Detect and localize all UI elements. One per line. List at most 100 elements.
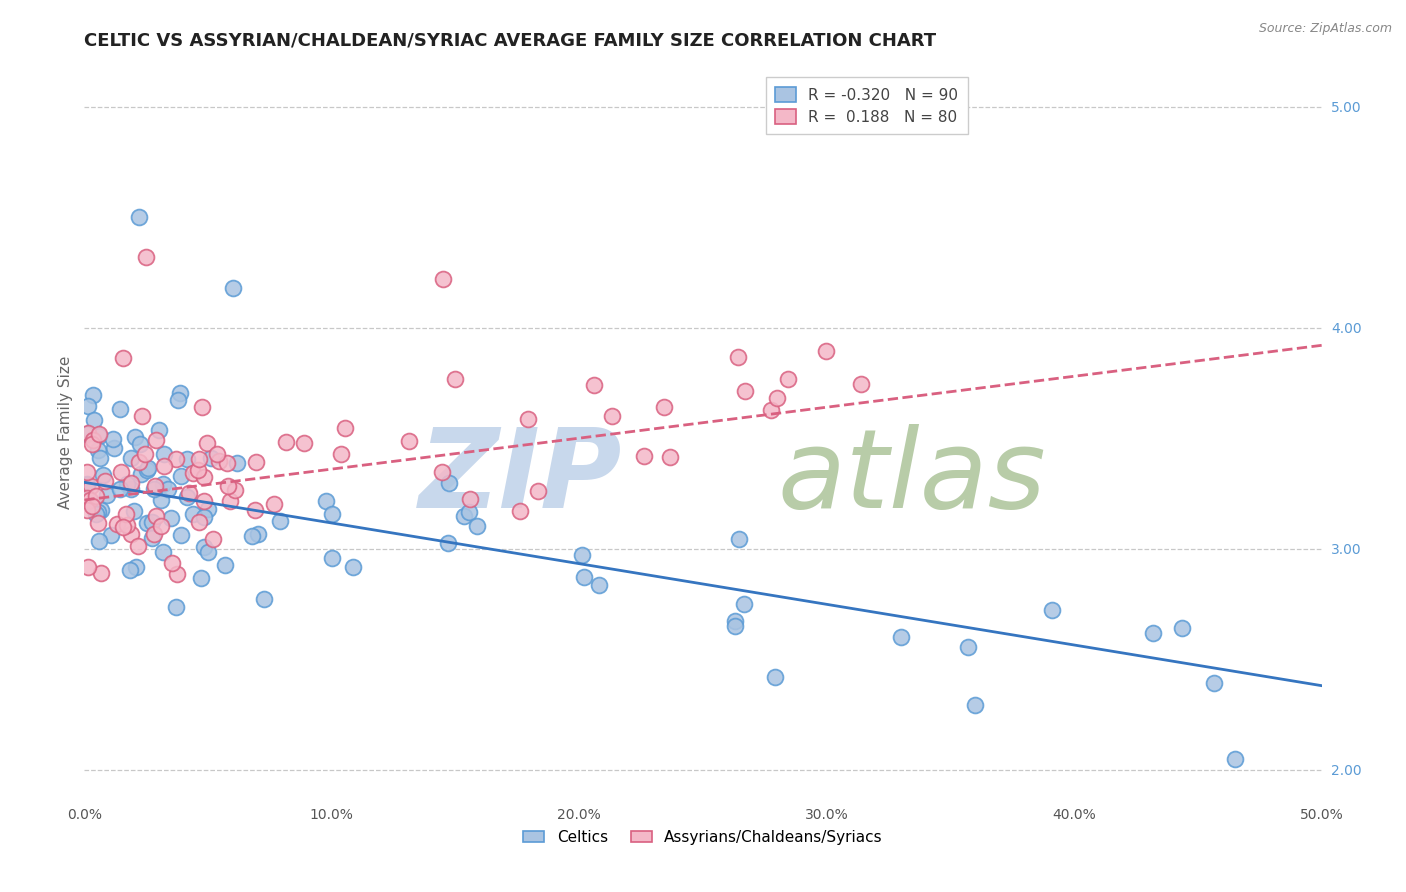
Point — [765, 671, 787, 685]
Point — [292, 435, 315, 450]
Point — [600, 409, 623, 424]
Point — [76, 465, 98, 479]
Point — [957, 640, 980, 654]
Point — [86, 507, 108, 521]
Text: Source: ZipAtlas.com: Source: ZipAtlas.com — [1258, 22, 1392, 36]
Point — [197, 502, 219, 516]
Point — [263, 497, 285, 511]
Point — [222, 281, 245, 295]
Point — [176, 452, 198, 467]
Point — [105, 516, 128, 531]
Point — [82, 388, 104, 402]
Point — [89, 450, 111, 465]
Point — [181, 507, 204, 521]
Text: atlas: atlas — [778, 424, 1046, 531]
Point — [1223, 751, 1246, 765]
Point — [167, 393, 190, 408]
Point — [120, 475, 142, 490]
Point — [80, 499, 103, 513]
Point — [149, 493, 172, 508]
Point — [124, 504, 146, 518]
Y-axis label: Average Family Size: Average Family Size — [58, 356, 73, 509]
Point — [135, 463, 157, 477]
Point — [82, 433, 104, 447]
Point — [108, 482, 131, 496]
Point — [118, 563, 141, 577]
Point — [141, 531, 163, 545]
Point — [207, 447, 229, 461]
Point — [217, 478, 239, 492]
Point — [94, 475, 117, 489]
Point — [453, 509, 475, 524]
Point — [177, 485, 200, 500]
Point — [170, 527, 193, 541]
Point — [398, 434, 420, 449]
Point — [77, 425, 100, 440]
Point — [169, 385, 191, 400]
Point — [724, 614, 747, 628]
Point — [190, 570, 212, 584]
Point — [329, 447, 352, 461]
Point — [91, 467, 114, 482]
Point — [527, 484, 550, 499]
Point — [76, 477, 98, 491]
Point — [89, 566, 111, 580]
Point — [724, 619, 747, 633]
Point — [120, 450, 142, 465]
Point — [458, 492, 481, 507]
Point — [224, 483, 246, 497]
Point — [766, 392, 789, 406]
Point — [444, 372, 467, 386]
Point — [509, 504, 531, 518]
Point — [333, 420, 356, 434]
Point — [165, 599, 187, 614]
Point — [202, 532, 225, 546]
Point — [87, 443, 110, 458]
Point — [437, 536, 460, 550]
Point — [142, 527, 165, 541]
Point — [658, 450, 681, 465]
Point — [89, 427, 111, 442]
Point — [430, 465, 453, 479]
Text: ZIP: ZIP — [419, 424, 623, 531]
Legend: Celtics, Assyrians/Chaldeans/Syriacs: Celtics, Assyrians/Chaldeans/Syriacs — [517, 823, 889, 851]
Point — [193, 509, 215, 524]
Point — [111, 519, 134, 533]
Point — [141, 515, 163, 529]
Point — [890, 630, 912, 644]
Point — [150, 519, 173, 533]
Point — [112, 351, 135, 365]
Point — [191, 400, 214, 414]
Point — [128, 210, 150, 224]
Point — [965, 698, 987, 712]
Point — [1171, 621, 1194, 635]
Point — [342, 559, 364, 574]
Point — [125, 560, 148, 574]
Point — [588, 578, 610, 592]
Point — [218, 493, 240, 508]
Point — [200, 450, 222, 465]
Point — [131, 409, 153, 423]
Point — [226, 456, 249, 470]
Point — [110, 401, 132, 416]
Point — [195, 436, 218, 450]
Point — [143, 482, 166, 496]
Point — [117, 476, 139, 491]
Point — [727, 532, 749, 546]
Point — [214, 558, 236, 572]
Point — [120, 526, 142, 541]
Point — [100, 528, 122, 542]
Point — [148, 424, 170, 438]
Point — [76, 559, 98, 574]
Point — [145, 433, 167, 447]
Point — [240, 528, 263, 542]
Point — [157, 482, 180, 496]
Point — [136, 461, 159, 475]
Text: CELTIC VS ASSYRIAN/CHALDEAN/SYRIAC AVERAGE FAMILY SIZE CORRELATION CHART: CELTIC VS ASSYRIAN/CHALDEAN/SYRIAC AVERA… — [84, 32, 936, 50]
Point — [727, 350, 749, 364]
Point — [208, 454, 231, 468]
Point — [115, 508, 138, 522]
Point — [193, 469, 215, 483]
Point — [321, 551, 343, 566]
Point — [1202, 675, 1225, 690]
